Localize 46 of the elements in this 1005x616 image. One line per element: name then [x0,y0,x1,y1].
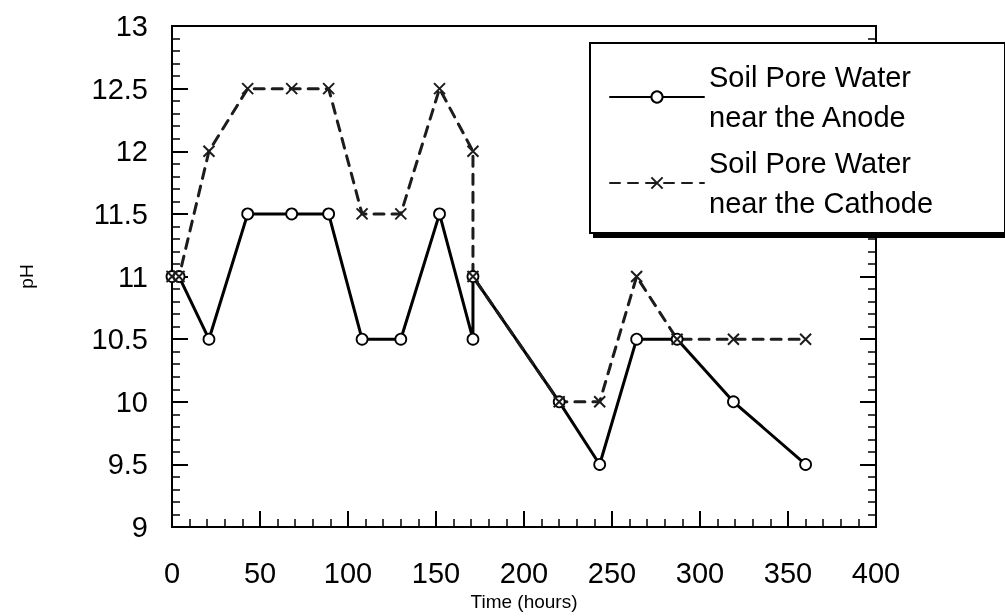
y-tick-label: 11 [117,260,148,293]
point [394,207,408,221]
point [285,82,299,96]
point [433,207,446,221]
point [355,207,369,221]
point [394,332,408,346]
point [630,332,644,346]
y-tick-label: 11.5 [93,197,148,230]
point [241,82,255,96]
legend-label: Soil Pore Water near the Cathode [709,147,934,219]
point [355,332,369,346]
x-tick-label: 400 [851,556,901,589]
x-tick-label: 350 [763,556,813,589]
point [433,82,447,96]
point [799,458,812,471]
y-tick-label: 12.5 [91,72,148,105]
point [466,332,480,346]
x-tick-label: 200 [499,556,549,589]
x-tick-label: 150 [411,556,461,589]
x-tick-label: 0 [163,556,181,589]
x-tick-label: 100 [323,556,373,589]
point [322,207,336,221]
y-tick-label: 9 [131,511,148,544]
y-tick-label: 10.5 [91,323,148,356]
point [726,332,740,346]
y-tick-label: 12 [115,135,148,168]
point [202,144,216,158]
point [593,395,607,409]
point [727,395,740,409]
y-tick-label: 10 [115,385,148,418]
point [285,207,299,221]
point [322,82,336,96]
x-tick-label: 50 [243,556,277,589]
point [202,332,216,346]
point [466,144,480,158]
point [593,458,607,471]
y-axis-title: pH [16,264,37,289]
y-tick-label: 13 [115,10,148,42]
y-tick-label: 9.5 [107,448,148,481]
legend-label: Soil Pore Water near the Anode [709,61,920,133]
x-tick-label: 250 [587,556,637,589]
point [630,270,644,284]
x-axis-title: Time (hours) [470,591,578,612]
point [799,332,813,346]
x-tick-label: 300 [675,556,725,589]
point [241,207,255,221]
